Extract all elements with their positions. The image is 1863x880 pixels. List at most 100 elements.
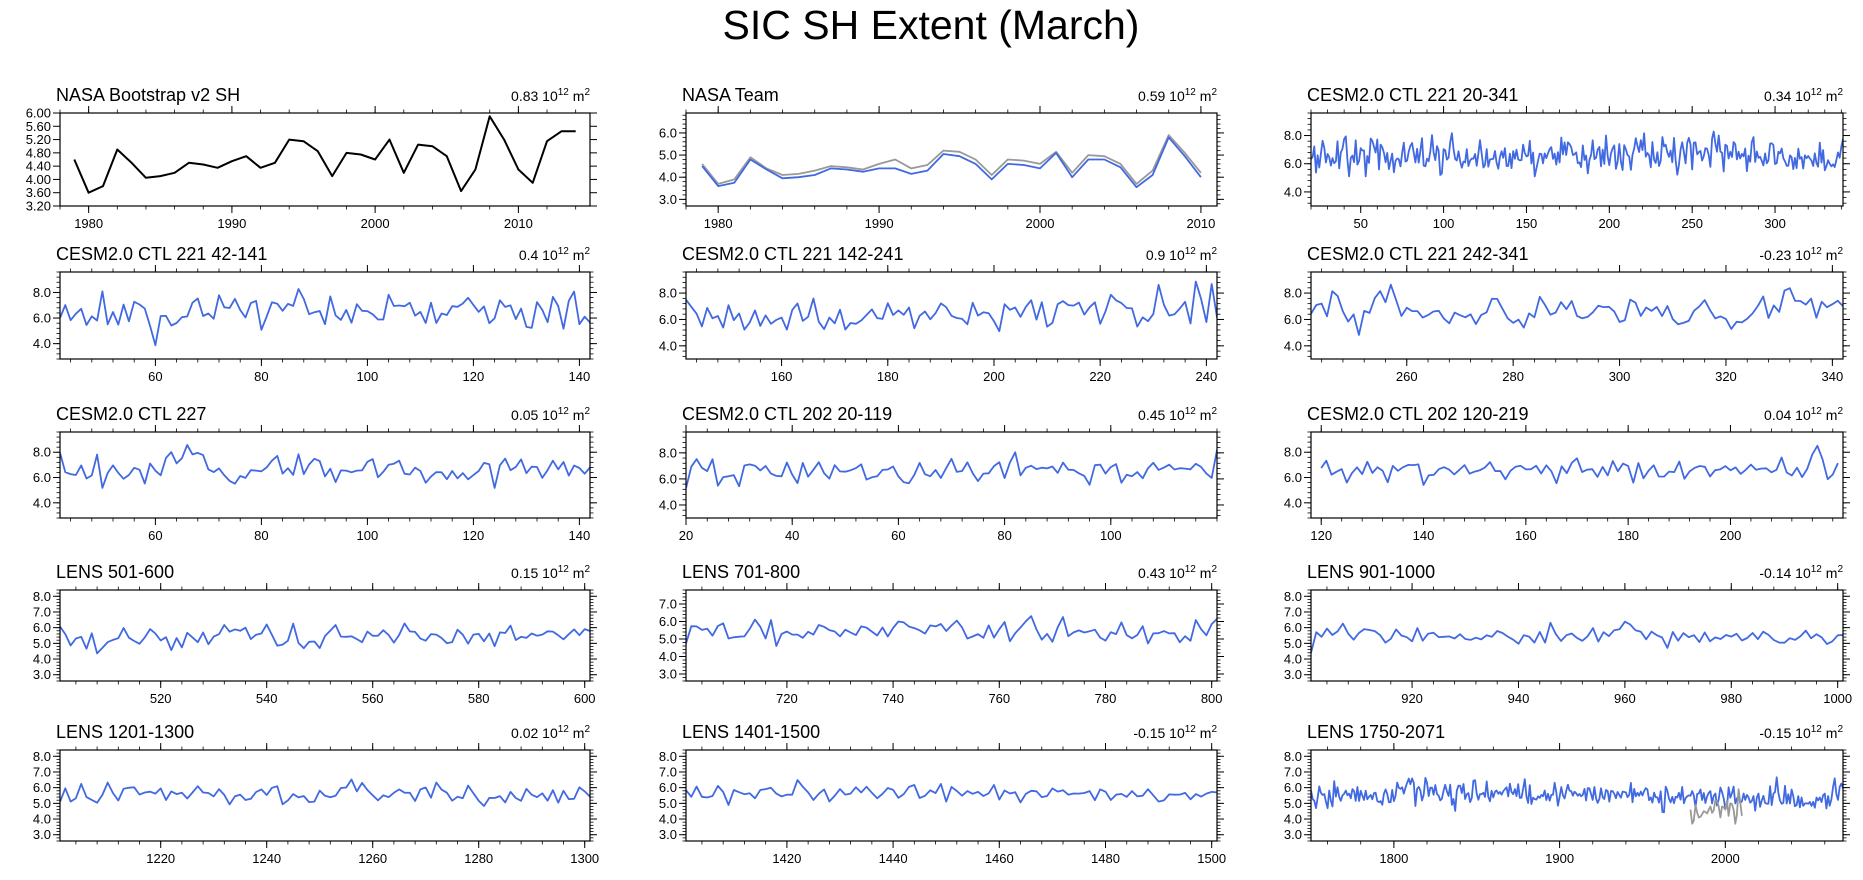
x-tick-label: 800 (1201, 691, 1223, 706)
x-tick-label: 100 (357, 528, 379, 543)
x-tick-label: 1300 (570, 851, 599, 866)
y-tick-label: 8.0 (1284, 286, 1302, 301)
trend-text: 10 (1169, 88, 1185, 104)
x-tick-label: 1900 (1545, 851, 1574, 866)
panel-title: CESM2.0 CTL 221 142-241 (682, 244, 903, 264)
y-tick-label: 5.0 (1284, 636, 1302, 651)
y-tick-label: 7.0 (1284, 764, 1302, 779)
y-tick-label: 8.0 (659, 445, 677, 460)
x-tick-label: 980 (1720, 691, 1742, 706)
x-tick-label: 320 (1715, 369, 1737, 384)
y-tick-label: 3.0 (659, 192, 677, 207)
unit-superscript: 12 (558, 87, 570, 98)
x-tick-label: 1460 (985, 851, 1014, 866)
y-tick-label: 4.0 (659, 649, 677, 664)
y-tick-label: 4.0 (33, 652, 51, 667)
chart-panel: 4.0 6.0 8.0 120 140 160 180 200 CESM2.0 CTL 202 … (1284, 404, 1850, 543)
x-tick-label: 200 (1720, 528, 1742, 543)
trend-annotation: -0.15 1012 m2 (1759, 724, 1843, 741)
x-tick-label: 100 (357, 369, 379, 384)
unit-superscript: 12 (558, 724, 570, 735)
x-tick-label: 120 (463, 528, 485, 543)
trend-text: -0.14 (1759, 565, 1795, 581)
unit-superscript: 2 (584, 87, 590, 98)
trend-annotation: -0.14 1012 m2 (1759, 564, 1843, 581)
trend-text: 10 (1795, 247, 1811, 263)
trend-text: 0.05 (511, 407, 542, 423)
y-tick-label: 7.0 (1284, 604, 1302, 619)
trend-text: m (1822, 407, 1838, 423)
x-tick-label: 1240 (252, 851, 281, 866)
trend-text: m (1196, 725, 1212, 741)
series-line (686, 779, 1217, 806)
unit-superscript: 2 (584, 406, 590, 417)
series-line (60, 288, 590, 347)
y-tick-label: 4.0 (33, 495, 51, 510)
series-line (701, 136, 1202, 189)
panel-title: CESM2.0 CTL 202 120-219 (1307, 404, 1528, 424)
y-tick-label: 3.0 (33, 667, 51, 682)
panel-title: CESM2.0 CTL 202 20-119 (682, 404, 892, 424)
unit-superscript: 12 (1811, 406, 1823, 417)
unit-superscript: 2 (1837, 246, 1843, 257)
panel-title: LENS 501-600 (56, 562, 174, 582)
unit-superscript: 12 (1811, 246, 1823, 257)
x-tick-label: 780 (1095, 691, 1117, 706)
panel-title: CESM2.0 CTL 227 (56, 404, 206, 424)
unit-superscript: 2 (584, 246, 590, 257)
trend-text: m (569, 565, 585, 581)
unit-superscript: 12 (1185, 246, 1197, 257)
trend-text: -0.15 (1133, 725, 1169, 741)
x-tick-label: 940 (1508, 691, 1530, 706)
y-tick-label: 8.0 (33, 285, 51, 300)
trend-text: m (1196, 247, 1212, 263)
panel-title: NASA Bootstrap v2 SH (56, 85, 240, 105)
plot-frame (59, 112, 591, 207)
trend-text: 0.4 (519, 247, 542, 263)
x-tick-label: 1420 (772, 851, 801, 866)
y-tick-label: 8.0 (33, 589, 51, 604)
chart-panel: 3.04.05.06.07.08.0 1800 1900 2000 LENS 1750-… (1284, 722, 1850, 866)
unit-superscript: 2 (584, 724, 590, 735)
y-tick-label: 7.0 (33, 764, 51, 779)
series-line (60, 622, 590, 655)
trend-text: 10 (542, 725, 558, 741)
y-tick-label: 3.20 (26, 199, 51, 214)
chart-panel: 4.0 6.0 8.0 60 80 100 120 140 CESM2.0 CTL 227 0.0… (33, 404, 597, 543)
y-tick-label: 7.0 (33, 604, 51, 619)
y-tick-label: 6.0 (659, 780, 677, 795)
series-line (1689, 788, 1743, 825)
chart-panel: 3.04.05.06.07.08.0 1420 1440 1460 1480 1500 LE… (659, 722, 1226, 866)
y-tick-label: 6.0 (33, 620, 51, 635)
trend-text: -0.23 (1759, 247, 1795, 263)
trend-annotation: 0.15 1012 m2 (511, 564, 590, 581)
plot-frame (685, 431, 1218, 519)
x-tick-label: 300 (1609, 369, 1631, 384)
y-tick-label: 5.0 (659, 632, 677, 647)
x-tick-label: 60 (148, 369, 162, 384)
trend-text: 10 (542, 88, 558, 104)
chart-panel: 4.0 6.0 8.0 60 80 100 120 140 CESM2.0 CTL 221 42… (33, 244, 597, 384)
x-tick-label: 80 (997, 528, 1011, 543)
y-tick-label: 5.60 (26, 119, 51, 134)
x-tick-label: 1280 (464, 851, 493, 866)
x-tick-label: 1000 (1823, 691, 1852, 706)
chart-panel: 3.0 4.0 5.0 6.0 1980 1990 2000 2010 NASA Team 0.5… (659, 85, 1224, 231)
unit-superscript: 12 (1185, 406, 1197, 417)
trend-text: 0.02 (511, 725, 542, 741)
trend-text: 10 (1795, 407, 1811, 423)
y-tick-label: 6.0 (33, 311, 51, 326)
plot-frame (59, 271, 591, 360)
trend-text: 10 (1169, 407, 1185, 423)
x-tick-label: 760 (988, 691, 1010, 706)
x-tick-label: 280 (1502, 369, 1524, 384)
series-line (1311, 776, 1843, 814)
y-tick-label: 3.0 (1284, 667, 1302, 682)
x-tick-label: 180 (877, 369, 899, 384)
x-tick-label: 1980 (704, 216, 733, 231)
panel-title: LENS 1401-1500 (682, 722, 820, 742)
unit-superscript: 2 (1837, 564, 1843, 575)
x-tick-label: 40 (785, 528, 799, 543)
x-tick-label: 1480 (1091, 851, 1120, 866)
x-tick-label: 150 (1516, 216, 1538, 231)
